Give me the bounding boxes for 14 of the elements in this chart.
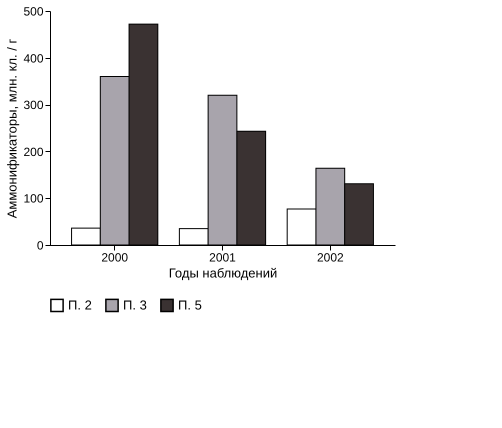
x-axis-title: Годы наблюдений: [168, 266, 278, 280]
legend-label: П. 5: [178, 297, 202, 312]
y-axis-title: Аммонификаторы, млн. кл. / г: [4, 38, 20, 218]
x-tick-label: 2000: [101, 250, 128, 264]
x-tick-label: 2002: [316, 250, 344, 264]
y-tick-label: 200: [23, 144, 44, 159]
y-tick-label: 300: [23, 98, 44, 112]
x-tick-label: 2001: [209, 250, 236, 264]
y-tick-label: 500: [23, 4, 44, 18]
y-tick-label: 0: [36, 238, 44, 252]
legend-label: П. 2: [68, 297, 92, 312]
legend-label: П. 3: [123, 297, 147, 312]
y-tick-label: 100: [23, 192, 44, 206]
y-tick-label: 400: [23, 51, 44, 66]
